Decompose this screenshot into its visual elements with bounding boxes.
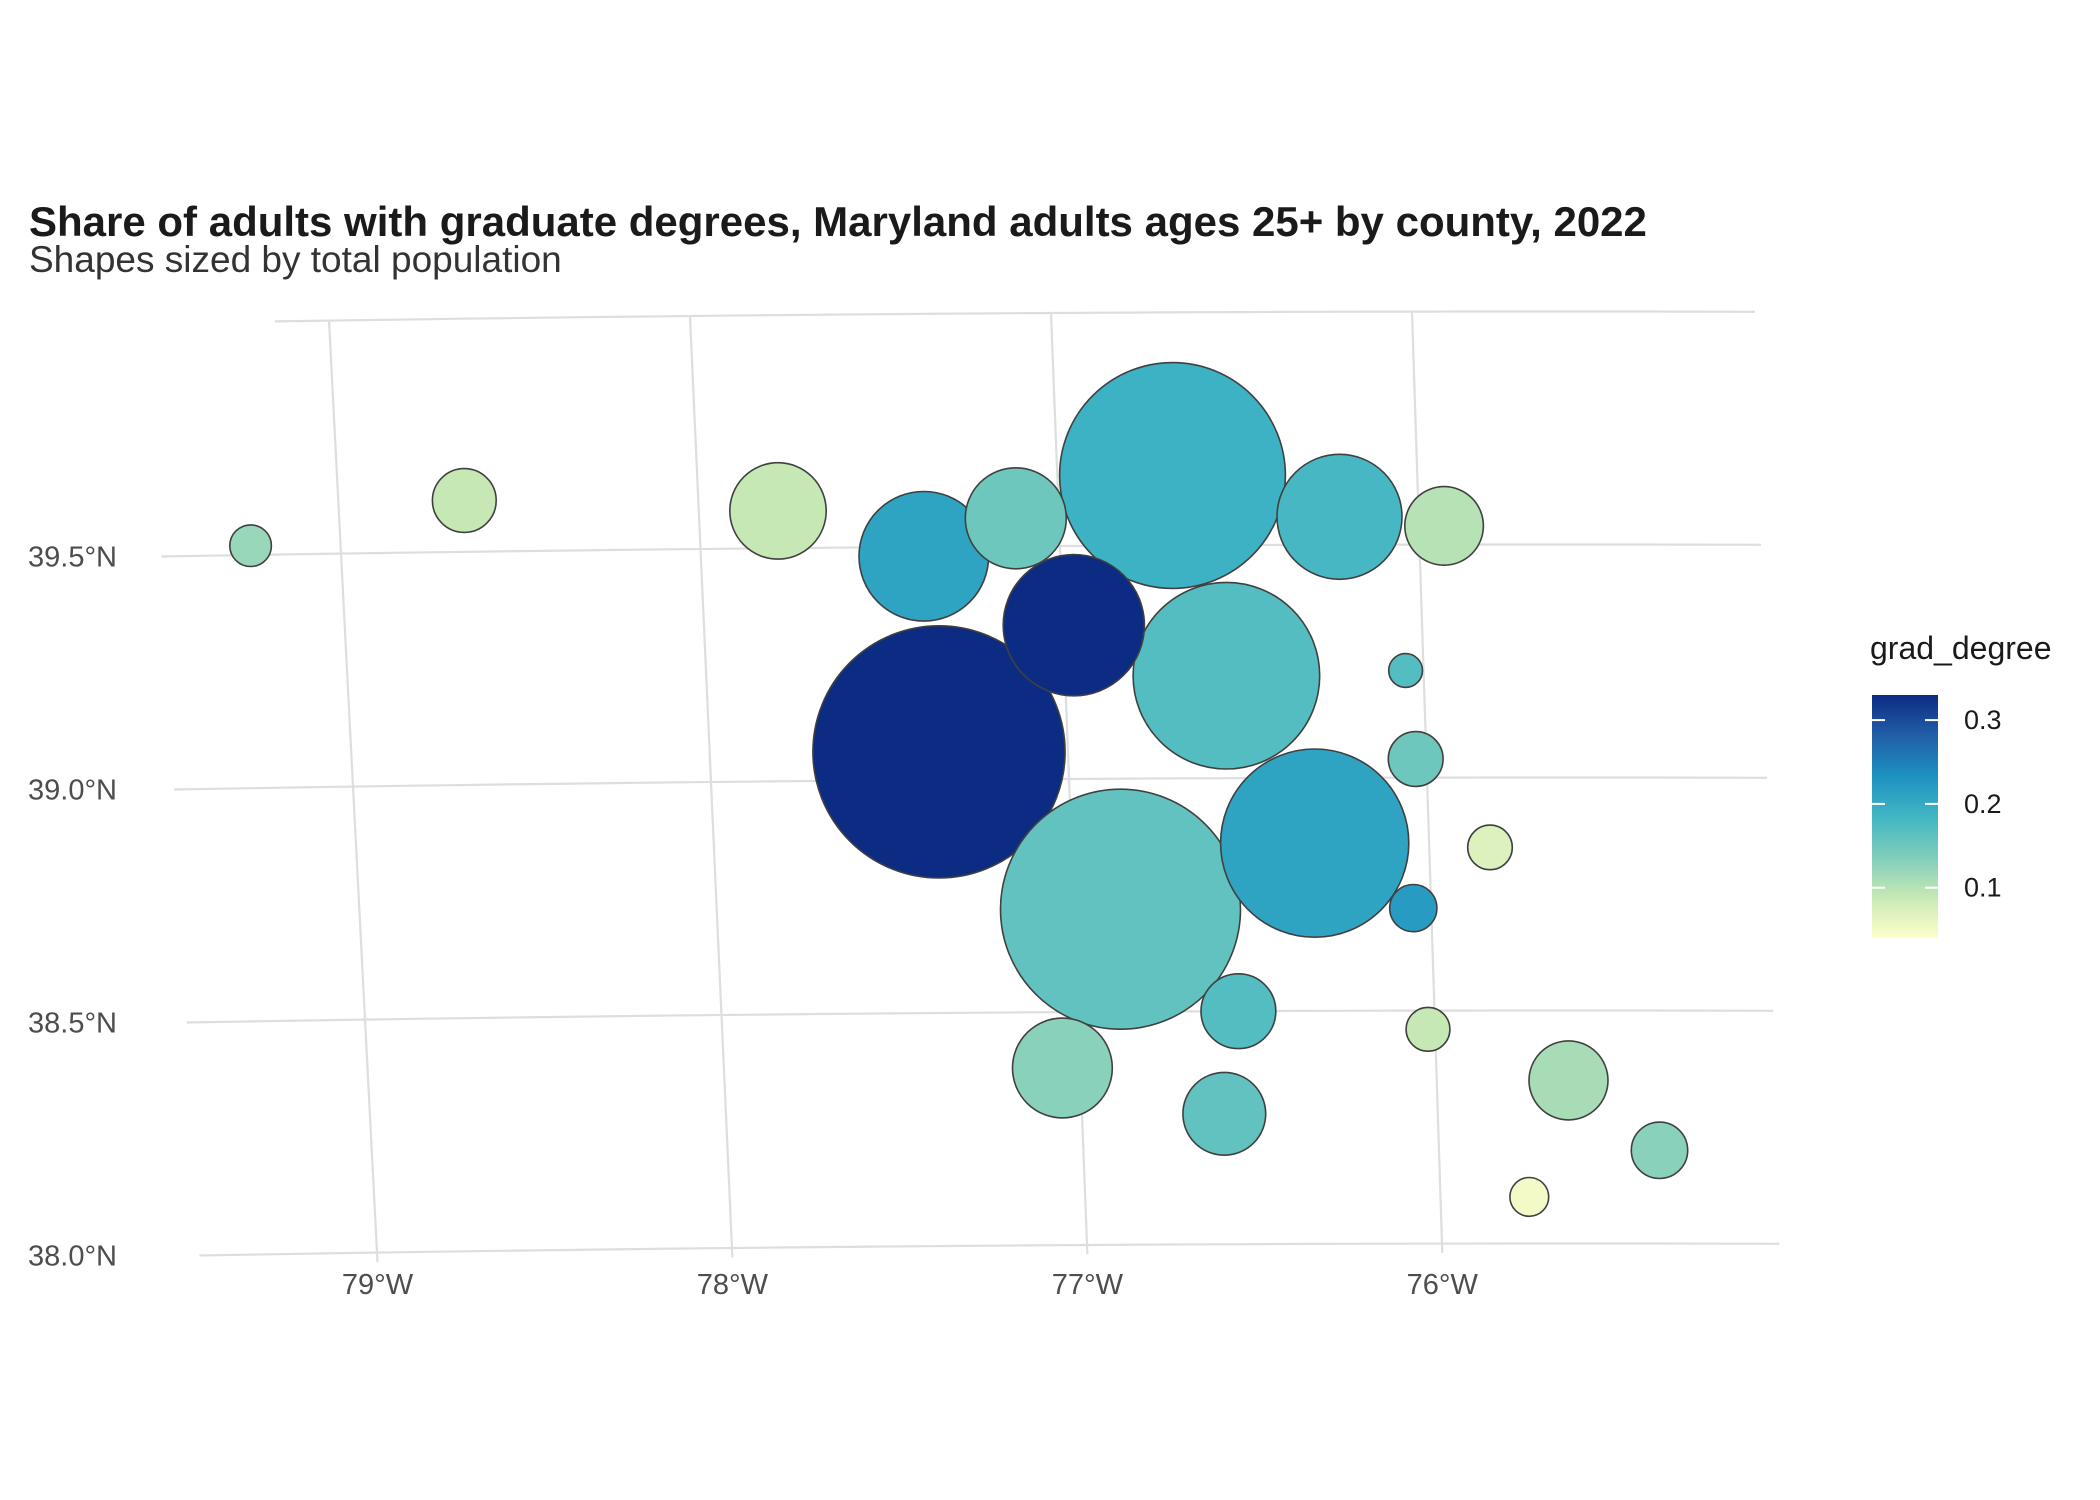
county-bubble	[1387, 730, 1444, 788]
county-bubble	[1132, 581, 1321, 770]
county-bubble	[1405, 1006, 1451, 1053]
chart-subtitle: Shapes sized by total population	[29, 239, 562, 280]
county-bubble	[812, 625, 1066, 879]
y-tick-label: 39.5°N	[28, 542, 117, 574]
county-bubble	[1388, 883, 1438, 933]
y-tick-label: 38.5°N	[28, 1008, 117, 1040]
county-bubble	[1509, 1176, 1550, 1218]
x-tick-label: 78°W	[697, 1269, 769, 1301]
county-bubble	[1276, 453, 1403, 581]
county-bubble	[1182, 1071, 1267, 1157]
x-tick-label: 79°W	[342, 1269, 414, 1301]
county-bubble	[1219, 748, 1410, 938]
county-bubble	[999, 788, 1242, 1031]
county-bubble	[431, 467, 497, 534]
county-bubble	[1630, 1121, 1689, 1180]
county-bubble	[1002, 553, 1146, 697]
gridline-lat	[199, 1242, 1780, 1257]
county-bubbles	[229, 361, 1689, 1218]
x-tick-label: 76°W	[1407, 1269, 1479, 1301]
legend-tick-label: 0.1	[1964, 873, 2002, 903]
legend-colorbar	[1872, 695, 1938, 938]
gridline-lon	[327, 320, 379, 1262]
county-bubble	[1200, 972, 1277, 1050]
county-bubble	[1403, 485, 1485, 567]
county-bubble	[1466, 824, 1514, 871]
gridline-lon	[688, 315, 734, 1258]
county-bubble	[1387, 652, 1424, 689]
y-tick-label: 38.0°N	[28, 1241, 117, 1273]
axis-labels: 39.5°N 39.0°N 38.5°N 38.0°N 79°W 78°W 77°W 76°W	[28, 542, 1479, 1302]
legend-tick-label: 0.2	[1964, 789, 2002, 819]
gridline-lat	[186, 1009, 1774, 1024]
county-bubble	[229, 524, 273, 568]
legend-title: grad_degree	[1870, 630, 2051, 666]
county-bubble	[1058, 361, 1287, 590]
county-bubble	[728, 461, 827, 560]
county-bubble	[964, 466, 1068, 570]
color-legend: grad_degree 0.3 0.2 0.1	[1870, 630, 2051, 938]
county-bubble	[1011, 1017, 1114, 1119]
chart-title: Share of adults with graduate degrees, M…	[29, 198, 1647, 245]
gridline-lat	[274, 310, 1756, 323]
legend-tick-label: 0.3	[1964, 705, 2002, 735]
legend-ticks: 0.3 0.2 0.1	[1872, 705, 2002, 903]
y-tick-label: 39.0°N	[28, 775, 117, 807]
county-bubble	[1528, 1040, 1609, 1121]
x-tick-label: 77°W	[1052, 1269, 1124, 1301]
